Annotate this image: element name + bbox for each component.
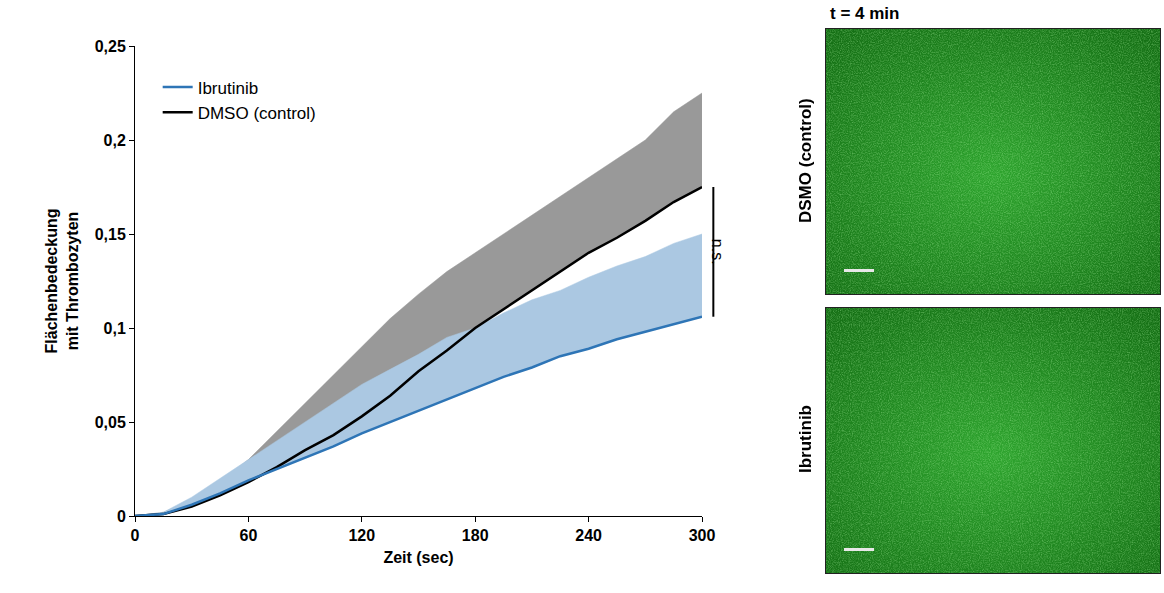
svg-text:Ibrutinib: Ibrutinib [198, 79, 258, 98]
svg-text:Flächenbedeckungmit Thrombozyt: Flächenbedeckungmit Thrombozyten [43, 209, 81, 354]
html-text:Ibrutinib: Ibrutinib [796, 405, 815, 474]
svg-text:240: 240 [575, 527, 602, 544]
svg-text:180: 180 [462, 527, 489, 544]
svg-text:60: 60 [240, 527, 258, 544]
svg-text:0: 0 [131, 527, 140, 544]
svg-text:0,1: 0,1 [104, 320, 126, 337]
svg-text:0,2: 0,2 [104, 132, 126, 149]
svg-text:0,05: 0,05 [95, 414, 126, 431]
html-text:DSMO (control): DSMO (control) [796, 98, 815, 223]
svg-text:0,25: 0,25 [95, 38, 126, 55]
svg-text:120: 120 [348, 527, 375, 544]
svg-text:DMSO (control): DMSO (control) [198, 104, 316, 123]
svg-text:0: 0 [117, 508, 126, 525]
svg-text:n.s.: n.s. [709, 239, 726, 265]
html-text:t = 4 min: t = 4 min [830, 4, 900, 23]
svg-text:0,15: 0,15 [95, 226, 126, 243]
svg-text:Zeit (sec): Zeit (sec) [383, 549, 453, 566]
svg-text:300: 300 [689, 527, 716, 544]
